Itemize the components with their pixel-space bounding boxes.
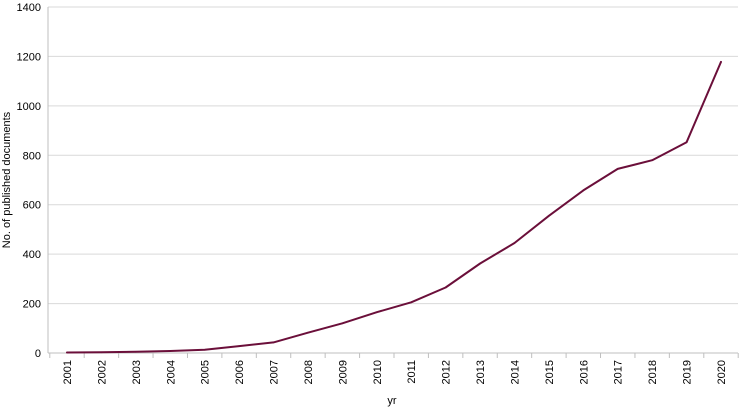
y-tick-label: 600 [23, 200, 41, 212]
data-point [582, 189, 585, 192]
x-tick-label: 2006 [234, 360, 246, 384]
y-tick-labels: 0 200 400 600 800 1000 1200 1400 [17, 2, 41, 360]
x-tick-label: 2020 [716, 360, 728, 384]
data-point [444, 286, 447, 289]
data-point [341, 322, 344, 325]
data-point [307, 331, 309, 334]
data-point [66, 351, 68, 354]
y-tick-label: 800 [23, 150, 41, 162]
x-tick-label: 2009 [337, 360, 349, 384]
y-tick-label: 1400 [17, 2, 41, 14]
y-tick-label: 1000 [17, 101, 41, 113]
x-tick-label: 2004 [165, 360, 177, 384]
x-tick-label: 2005 [200, 360, 212, 384]
x-tick-label: 2012 [441, 360, 453, 384]
x-tick-labels: 2001 2002 2003 2004 2005 2006 2007 2008 2009 2010… [62, 360, 728, 384]
data-point [203, 349, 206, 351]
y-tick-label: 0 [35, 348, 41, 360]
x-tick-label: 2018 [647, 360, 659, 384]
data-point [479, 262, 481, 265]
data-point [651, 159, 653, 161]
y-axis-title: No. of published documents [1, 111, 13, 248]
x-tick-label: 2008 [303, 360, 315, 384]
x-tick-label: 2013 [475, 360, 487, 384]
y-tick-label: 1200 [17, 51, 41, 63]
x-tick-label: 2001 [62, 360, 74, 384]
x-tick-label: 2011 [406, 360, 418, 384]
x-tick-label: 2019 [682, 360, 694, 384]
series-group [66, 60, 722, 354]
data-point [410, 301, 413, 304]
y-tick-label: 200 [23, 299, 41, 311]
x-axis-title: yr [387, 395, 397, 407]
grid-lines [48, 6, 738, 305]
data-point [685, 141, 688, 143]
data-point [376, 311, 378, 314]
x-tick-label: 2002 [96, 360, 108, 384]
data-point [169, 350, 172, 352]
data-point [513, 242, 516, 244]
x-tick-label: 2007 [269, 360, 281, 384]
y-tick-label: 400 [23, 249, 41, 261]
data-point [100, 351, 103, 354]
x-tick-label: 2015 [544, 360, 556, 384]
x-tick-label: 2003 [131, 360, 143, 384]
data-point [548, 215, 550, 217]
x-tick-label: 2010 [372, 360, 384, 384]
x-tick-label: 2016 [578, 360, 590, 384]
x-tick-label: 2014 [509, 360, 521, 384]
data-point [135, 351, 137, 353]
axes [47, 7, 739, 358]
data-point [272, 341, 275, 344]
x-tick-label: 2017 [613, 360, 625, 384]
data-point [720, 61, 722, 63]
data-point [616, 168, 619, 170]
series-line [66, 60, 722, 354]
data-point [238, 345, 240, 347]
